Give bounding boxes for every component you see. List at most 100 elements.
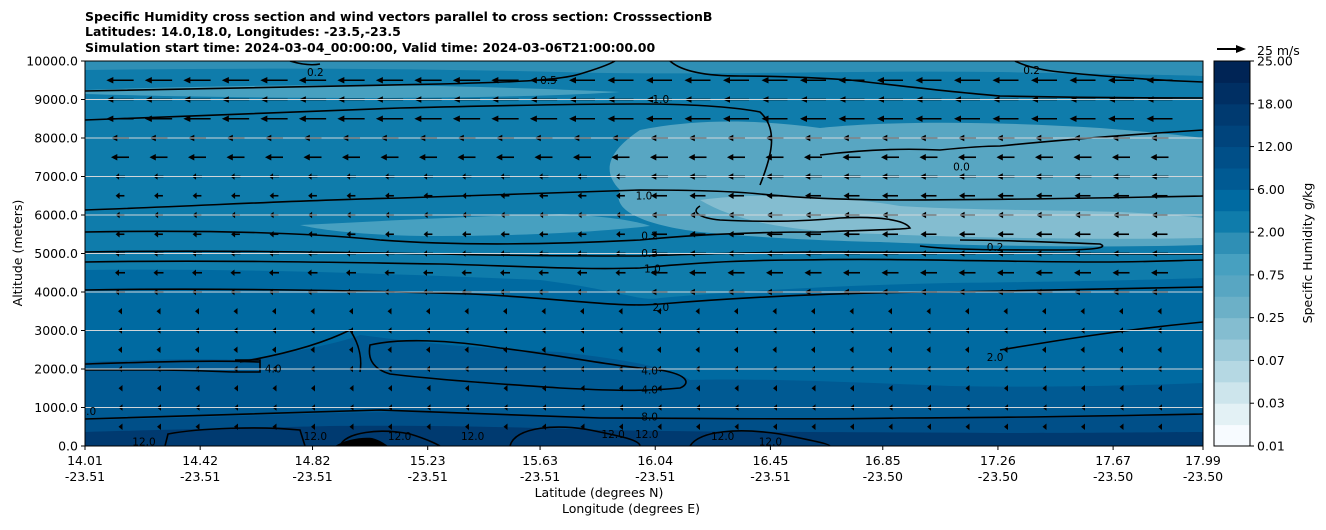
wind-vector <box>539 192 548 199</box>
contour-label-2: 1.0 <box>653 94 670 106</box>
contour-line-12a <box>164 427 306 446</box>
colorbar-segment-1 <box>1214 403 1250 426</box>
wind-vector <box>657 346 661 353</box>
colorbar-segment-3 <box>1214 360 1250 383</box>
wind-vector <box>542 423 546 430</box>
contour-label-13: 4.0 <box>641 365 658 377</box>
wind-vector <box>734 308 738 315</box>
wind-vector <box>1151 269 1168 276</box>
wind-vector <box>920 269 937 276</box>
colorbar-segment-16 <box>1214 82 1250 105</box>
y-tick-label-4: 4000.0 <box>34 285 78 300</box>
contour-line-02-right <box>919 239 1104 251</box>
wind-vector <box>843 231 860 238</box>
wind-vector <box>958 154 976 161</box>
y-tick-label-2: 2000.0 <box>34 362 78 377</box>
wind-vector <box>269 192 279 199</box>
wind-vector <box>688 154 707 161</box>
wind-vector <box>118 346 122 353</box>
wind-vector <box>462 231 471 238</box>
contour-line-02-top <box>289 61 321 66</box>
wind-vector <box>695 346 700 353</box>
y-tick-label-3: 3000.0 <box>34 323 78 338</box>
x-tick-label-lat-6: 16.45 <box>753 453 789 468</box>
wind-vector <box>1150 154 1169 161</box>
contour-line-12d <box>689 430 831 446</box>
wind-vector <box>529 115 558 122</box>
colorbar: 0.01 0.03 0.07 0.25 0.75 2.00 6.00 12.00 18.00 25… <box>1213 54 1293 454</box>
wind-vector <box>231 231 240 238</box>
colorbar-segment-9 <box>1214 232 1250 254</box>
chart-title-line-1: Specific Humidity cross section and wind… <box>85 9 712 24</box>
wind-vector <box>503 385 508 392</box>
wind-vector <box>375 77 404 84</box>
wind-vector <box>850 385 854 392</box>
x-tick-label-lon-0: -23.51 <box>65 469 105 484</box>
wind-vector <box>426 308 430 315</box>
colorbar-frame <box>1213 60 1251 447</box>
wind-vector <box>772 346 777 353</box>
colorbar-tick-label-0: 0.01 <box>1257 439 1285 454</box>
wind-vector <box>619 423 623 430</box>
wind-vector <box>423 231 433 238</box>
wind-vector <box>805 231 821 238</box>
wind-vector <box>183 77 211 84</box>
wind-vector <box>1119 346 1123 353</box>
wind-vector <box>915 115 942 122</box>
wind-vector <box>965 385 970 392</box>
contour-label-3: 0.2 <box>1023 65 1040 77</box>
wind-vector <box>805 192 821 199</box>
chart-title-line-2: Latitudes: 14.0,18.0, Longitudes: -23.5,… <box>85 24 401 39</box>
wind-vector <box>1035 269 1053 276</box>
wind-vector <box>500 192 510 199</box>
wind-vector <box>183 115 211 122</box>
wind-vector <box>804 269 822 276</box>
colorbar-segment-15 <box>1214 103 1250 126</box>
x-tick-label-lon-5: -23.51 <box>635 469 675 484</box>
wind-vector <box>153 269 164 276</box>
wind-vector <box>881 269 899 276</box>
wind-vector <box>577 192 587 199</box>
wind-vector <box>926 346 931 353</box>
wind-vector <box>234 423 238 430</box>
contour-label-7: 0.5 <box>641 248 658 260</box>
x-axis: 14.01-23.5114.42-23.5114.82-23.5115.23-2… <box>65 446 1223 484</box>
wind-key-arrow-head <box>1236 45 1246 53</box>
y-tick-label-1: 1000.0 <box>34 400 78 415</box>
wind-vector <box>496 154 514 161</box>
wind-vector <box>452 77 481 84</box>
wind-vector <box>696 423 700 430</box>
colorbar-segment-4 <box>1214 339 1250 361</box>
wind-vector <box>689 231 706 238</box>
contour-line-4c <box>239 328 362 373</box>
wind-vector <box>188 154 206 161</box>
wind-vector <box>811 308 815 315</box>
contour-label-15: 8.0 <box>641 412 658 424</box>
colorbar-tick-label-7: 12.00 <box>1257 139 1293 154</box>
x-tick-label-lat-1: 14.42 <box>182 453 218 468</box>
contour-label-4: 0.0 <box>953 161 970 173</box>
colorbar-segment-8 <box>1214 253 1250 276</box>
colorbar-tick-label-9: 25.00 <box>1257 54 1293 69</box>
wind-vector <box>375 115 404 122</box>
wind-vector <box>695 308 700 315</box>
contour-label-16: 12.0 <box>635 429 658 441</box>
wind-vector <box>310 346 315 353</box>
wind-vector <box>233 308 238 315</box>
contour-label-11: 2.0 <box>987 352 1004 364</box>
wind-vector <box>452 115 481 122</box>
wind-vector <box>311 423 315 430</box>
wind-vector <box>465 423 469 430</box>
wind-vector <box>1031 77 1057 84</box>
wind-vector <box>607 115 634 122</box>
x-tick-label-lat-3: 15.23 <box>410 453 446 468</box>
colorbar-segment-14 <box>1214 125 1250 148</box>
contour-label-23: 12.0 <box>711 431 734 443</box>
x-tick-label-lon-3: -23.51 <box>408 469 448 484</box>
contour-line-05-mid <box>85 250 1203 257</box>
wind-vector <box>1073 154 1092 161</box>
wind-vector <box>310 308 315 315</box>
wind-vector <box>727 269 745 276</box>
colorbar-segment-13 <box>1214 146 1250 169</box>
